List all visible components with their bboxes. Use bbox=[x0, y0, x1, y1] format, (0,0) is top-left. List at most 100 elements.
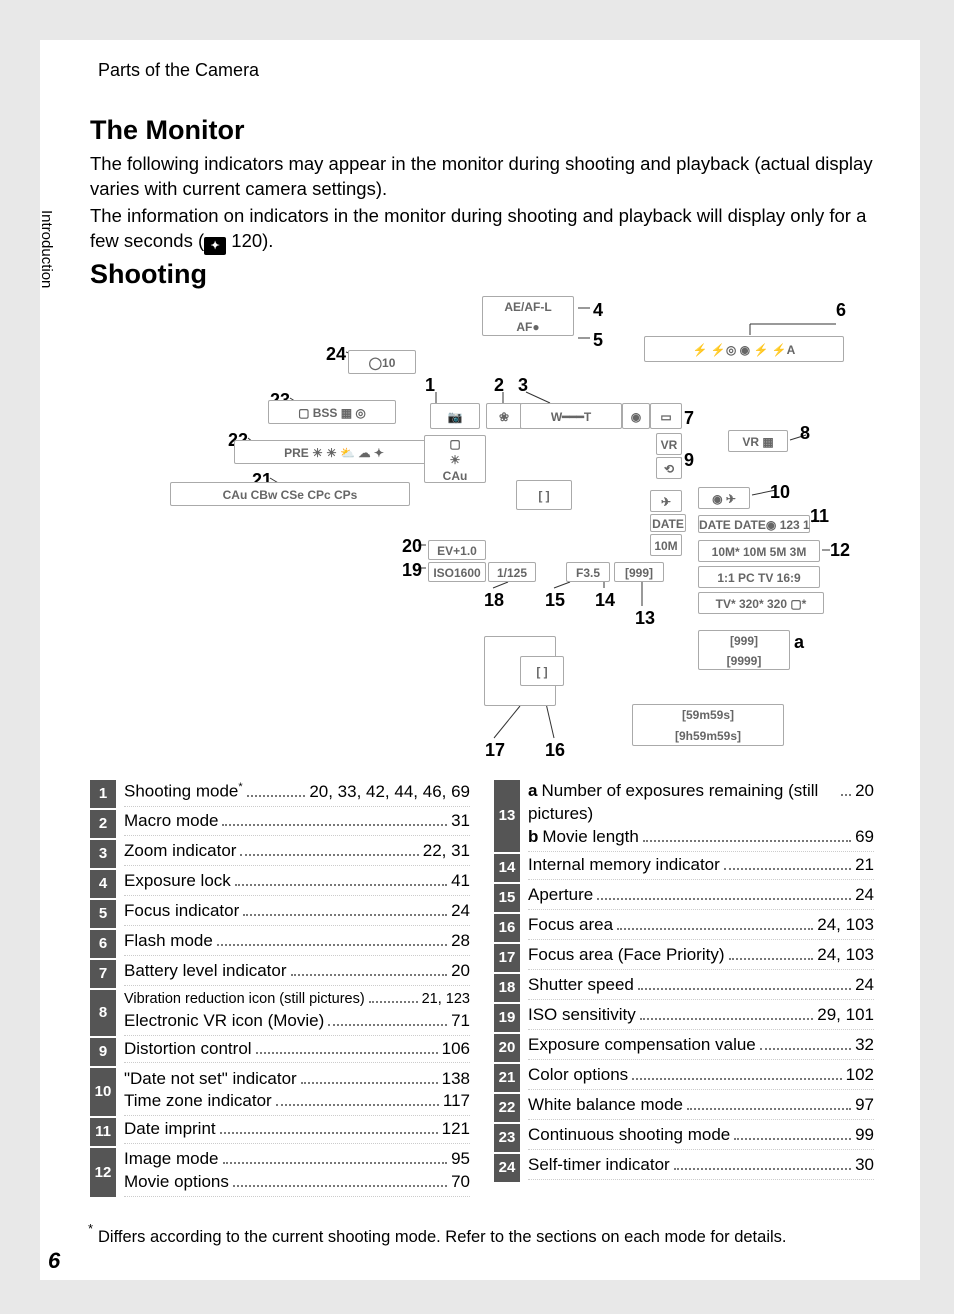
diagram-callout-17: 17 bbox=[485, 740, 505, 761]
legend-cell: Shutter speed24 bbox=[528, 974, 874, 1000]
legend-label: Self-timer indicator bbox=[528, 1154, 670, 1177]
legend-cell: Zoom indicator22, 31 bbox=[124, 840, 470, 866]
legend-number: 10 bbox=[90, 1068, 116, 1117]
legend-dots bbox=[760, 1048, 851, 1050]
legend-number: 24 bbox=[494, 1154, 520, 1182]
legend-row-13: 13aNumber of exposures remaining (still … bbox=[494, 780, 874, 852]
legend-line: Distortion control106 bbox=[124, 1038, 470, 1061]
title-monitor: The Monitor bbox=[90, 115, 880, 146]
legend-number: 20 bbox=[494, 1034, 520, 1062]
legend-line: Focus area (Face Priority)24, 103 bbox=[528, 944, 874, 967]
legend-line: Shooting mode*20, 33, 42, 44, 46, 69 bbox=[124, 780, 470, 804]
indicator-icon: ▢ ☀ CAu bbox=[424, 435, 486, 483]
indicator-icon: ◉ bbox=[622, 403, 650, 429]
diagram-callout-a: a bbox=[794, 632, 804, 653]
legend-row-9: 9 Distortion control106 bbox=[90, 1038, 470, 1066]
legend-cell: Flash mode 28 bbox=[124, 930, 470, 956]
legend-cell: Focus area (Face Priority)24, 103 bbox=[528, 944, 874, 970]
indicator-icon: ◉ ✈ bbox=[698, 487, 750, 509]
diagram-callout-13: 13 bbox=[635, 608, 655, 629]
legend-number: 8 bbox=[90, 990, 116, 1036]
legend-number: 14 bbox=[494, 854, 520, 882]
legend-number: 2 bbox=[90, 810, 116, 838]
legend-number: 11 bbox=[90, 1118, 116, 1146]
legend-pages: 28 bbox=[451, 930, 470, 953]
legend-row-5: 5Focus indicator24 bbox=[90, 900, 470, 928]
legend-number: 21 bbox=[494, 1064, 520, 1092]
indicator-icon: ▭ bbox=[650, 403, 682, 429]
indicator-icon: TV* 320* 320 ▢* bbox=[698, 592, 824, 614]
legend-line: bMovie length69 bbox=[528, 826, 874, 849]
legend-line: Image mode95 bbox=[124, 1148, 470, 1171]
legend-col-right: 13aNumber of exposures remaining (still … bbox=[494, 780, 874, 1199]
legend-number: 7 bbox=[90, 960, 116, 988]
legend-number: 6 bbox=[90, 930, 116, 958]
legend: 1Shooting mode*20, 33, 42, 44, 46, 692Ma… bbox=[90, 780, 880, 1199]
legend-label: Date imprint bbox=[124, 1118, 216, 1141]
legend-pages: 97 bbox=[855, 1094, 874, 1117]
legend-label: "Date not set" indicator bbox=[124, 1068, 297, 1091]
legend-cell: Self-timer indicator30 bbox=[528, 1154, 874, 1180]
legend-dots bbox=[256, 1052, 438, 1054]
legend-dots bbox=[243, 914, 447, 916]
legend-label: Shooting mode* bbox=[124, 780, 243, 804]
footnote: Differs according to the current shootin… bbox=[98, 1228, 888, 1247]
legend-cell: ISO sensitivity29, 101 bbox=[528, 1004, 874, 1030]
indicator-icon: ✈ bbox=[650, 490, 682, 512]
legend-line: Date imprint 121 bbox=[124, 1118, 470, 1141]
diagram-callout-14: 14 bbox=[595, 590, 615, 611]
legend-row-20: 20Exposure compensation value32 bbox=[494, 1034, 874, 1062]
diagram-callout-11: 11 bbox=[810, 506, 829, 527]
legend-dots bbox=[220, 1132, 438, 1134]
legend-row-7: 7Battery level indicator20 bbox=[90, 960, 470, 988]
legend-line: Flash mode 28 bbox=[124, 930, 470, 953]
accent-bar bbox=[0, 135, 24, 167]
legend-pages: 20 bbox=[451, 960, 470, 983]
indicator-icon: 10M bbox=[650, 534, 682, 556]
legend-cell: Aperture24 bbox=[528, 884, 874, 910]
legend-line: Self-timer indicator30 bbox=[528, 1154, 874, 1177]
page-number: 6 bbox=[48, 1248, 60, 1274]
legend-dots bbox=[223, 1162, 448, 1164]
indicator-icon: ⚡ ⚡◎ ◉ ⚡ ⚡A bbox=[644, 336, 844, 362]
legend-label: Distortion control bbox=[124, 1038, 252, 1061]
legend-cell: Focus area24, 103 bbox=[528, 914, 874, 940]
legend-row-15: 15Aperture24 bbox=[494, 884, 874, 912]
legend-pages: 32 bbox=[855, 1034, 874, 1057]
legend-row-18: 18Shutter speed24 bbox=[494, 974, 874, 1002]
legend-number: 19 bbox=[494, 1004, 520, 1032]
legend-line: "Date not set" indicator138 bbox=[124, 1068, 470, 1091]
diagram-callout-24: 24 bbox=[326, 344, 346, 365]
legend-label: Focus area (Face Priority) bbox=[528, 944, 725, 967]
indicator-icon: [999] bbox=[614, 562, 664, 582]
legend-pages: 41 bbox=[451, 870, 470, 893]
legend-label: Flash mode bbox=[124, 930, 213, 953]
intro-2b: 120). bbox=[226, 230, 273, 251]
indicator-icon: 1:1 PC TV 16:9 bbox=[698, 566, 820, 588]
legend-pages: 69 bbox=[855, 826, 874, 849]
legend-line: Time zone indicator117 bbox=[124, 1090, 470, 1113]
legend-number: 22 bbox=[494, 1094, 520, 1122]
legend-dots bbox=[638, 988, 851, 990]
indicator-icon: [59m59s] [9h59m59s] bbox=[632, 704, 784, 746]
intro-1: The following indicators may appear in t… bbox=[90, 152, 880, 202]
legend-dots bbox=[291, 974, 448, 976]
indicator-icon: W━━━T bbox=[520, 403, 622, 429]
legend-number: 9 bbox=[90, 1038, 116, 1066]
side-tab: Introduction bbox=[38, 210, 55, 288]
legend-dots bbox=[247, 795, 306, 797]
legend-cell: Exposure lock41 bbox=[124, 870, 470, 896]
legend-label: Zoom indicator bbox=[124, 840, 236, 863]
legend-row-11: 11 Date imprint 121 bbox=[90, 1118, 470, 1146]
legend-label: Aperture bbox=[528, 884, 593, 907]
legend-label: Internal memory indicator bbox=[528, 854, 720, 877]
legend-pages: 70 bbox=[451, 1171, 470, 1194]
indicator-icon: VR ▦ bbox=[728, 430, 788, 452]
diagram-callout-8: 8 bbox=[800, 423, 810, 444]
legend-line: Color options102 bbox=[528, 1064, 874, 1087]
indicator-icon: DATE bbox=[650, 514, 686, 532]
legend-pages: 71 bbox=[451, 1010, 470, 1033]
legend-row-4: 4Exposure lock41 bbox=[90, 870, 470, 898]
legend-row-21: 21 Color options102 bbox=[494, 1064, 874, 1092]
legend-pages: 121 bbox=[442, 1118, 470, 1141]
